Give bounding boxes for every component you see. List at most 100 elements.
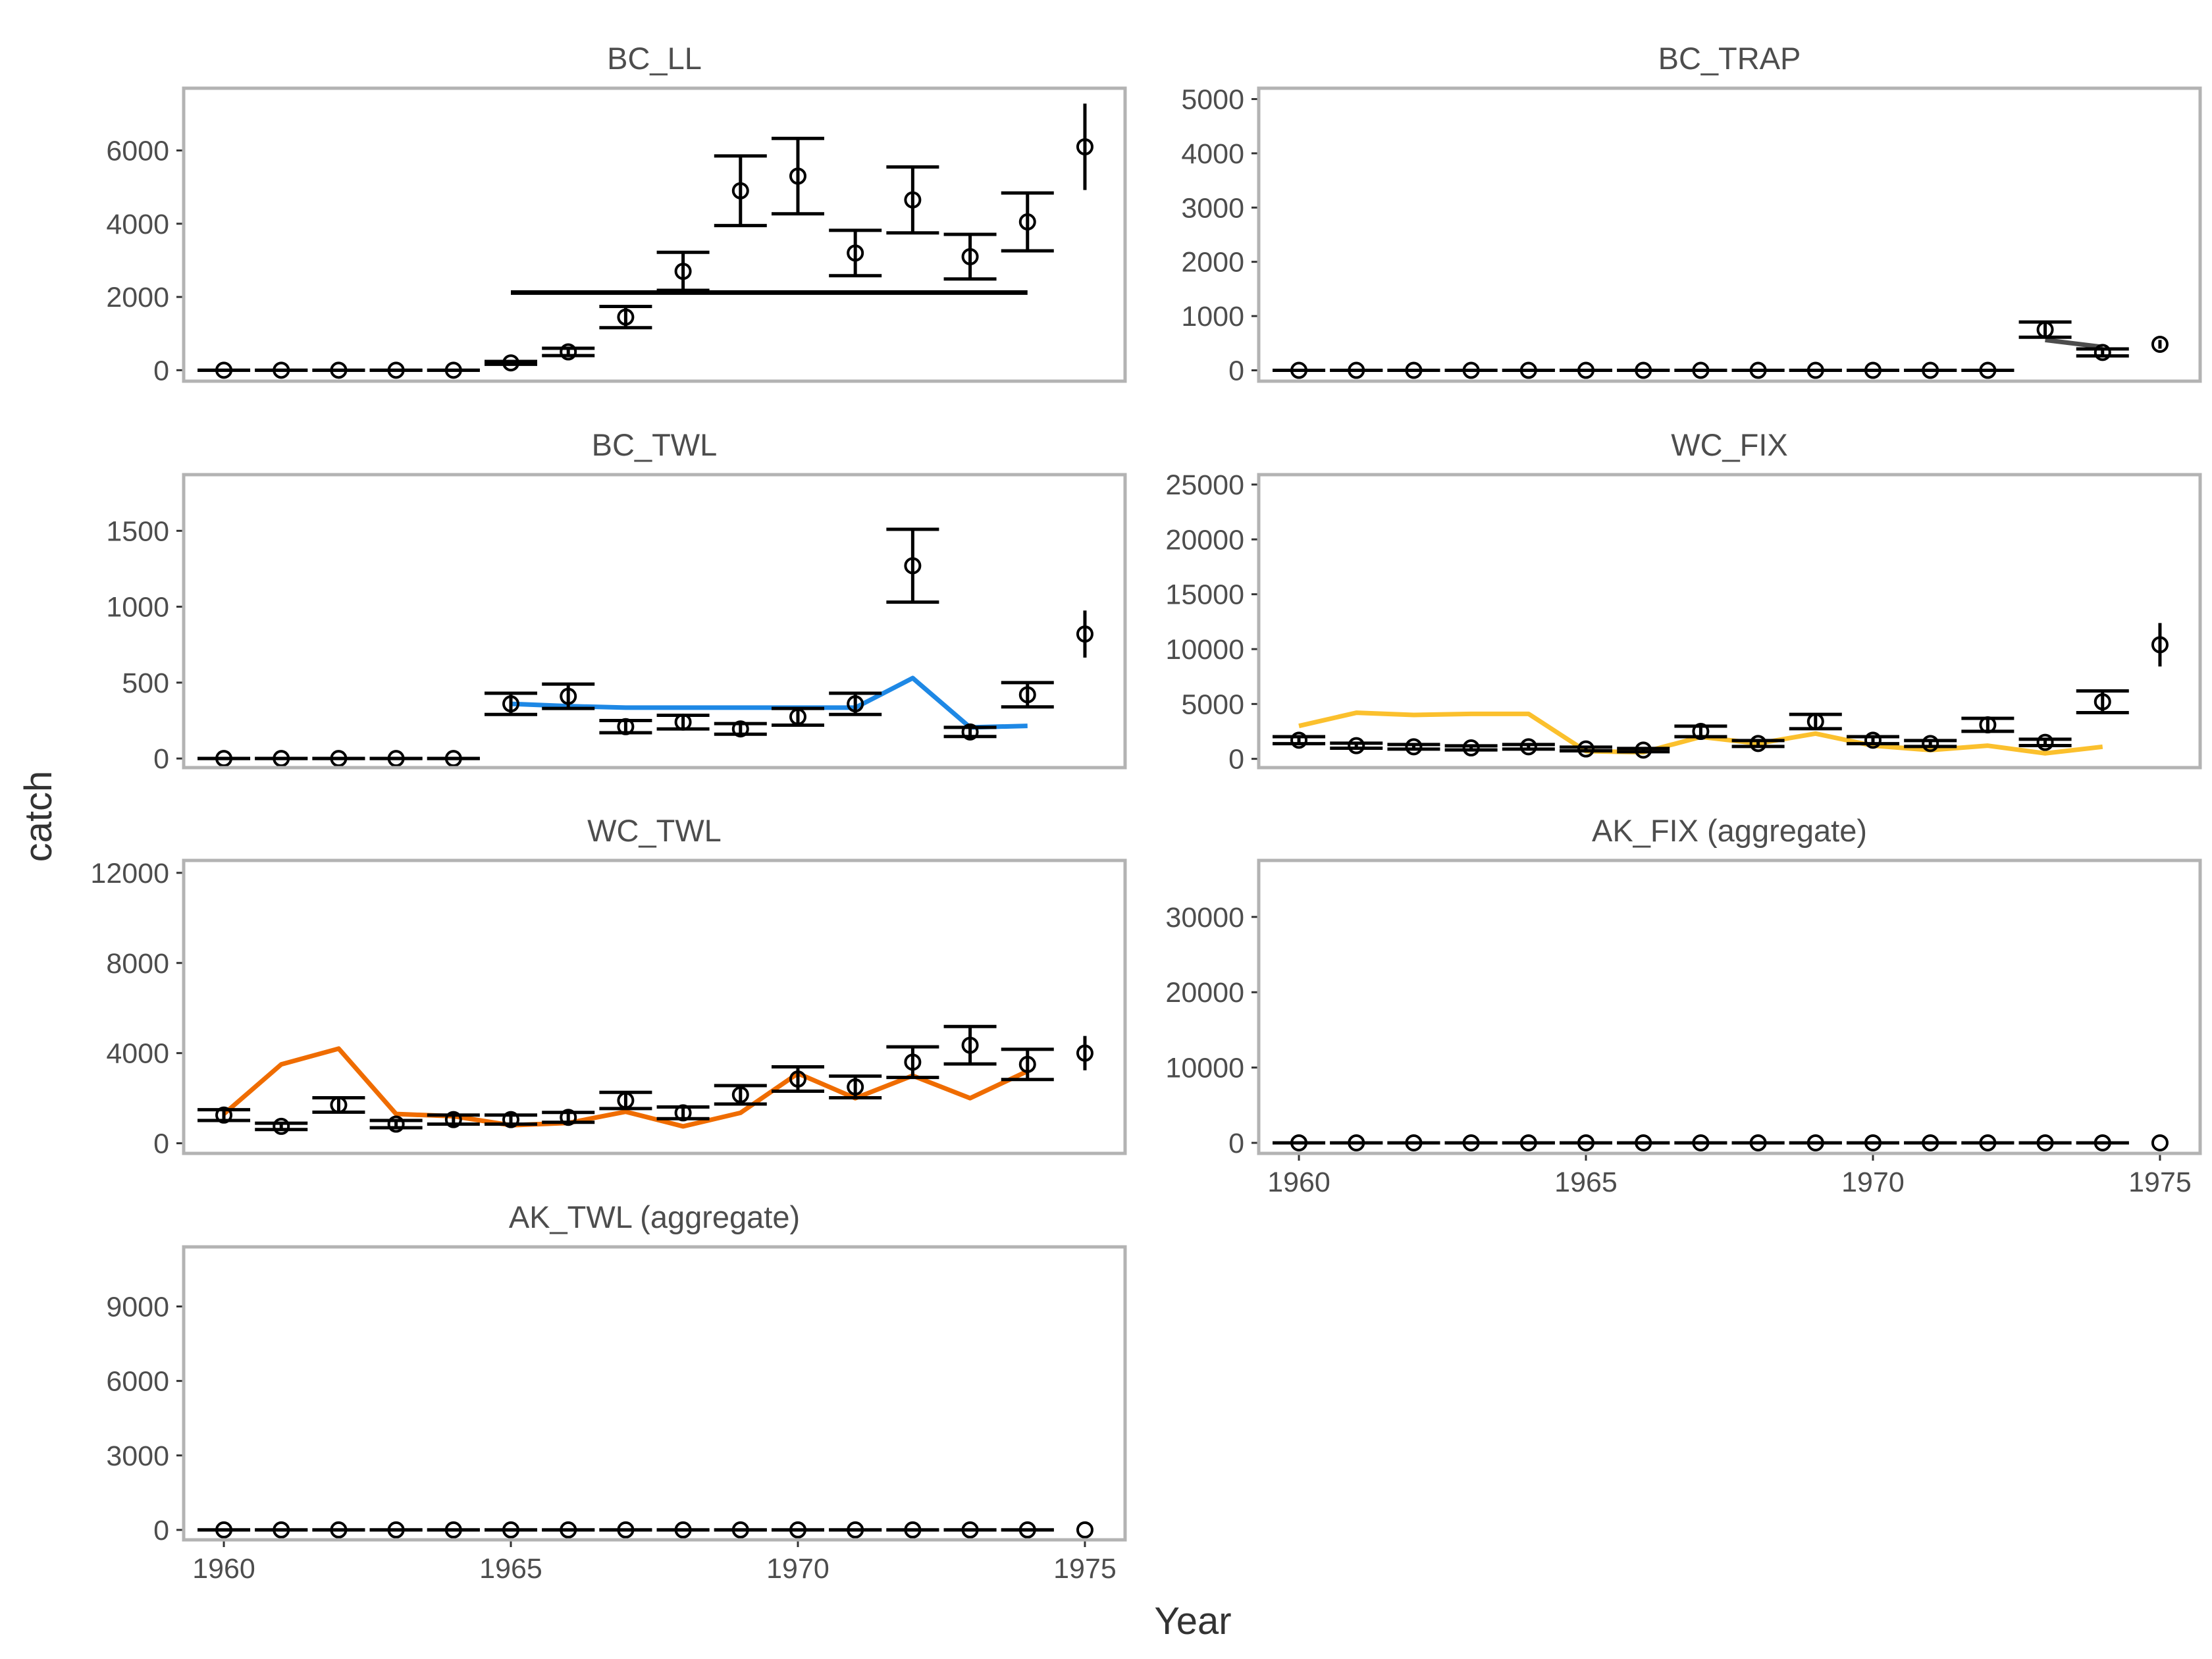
observed-catch-point [1864, 361, 1882, 379]
facet-panel: AK_FIX (aggregate) 0 10000 20000 30000 1960 19… [1165, 813, 2202, 1198]
y-tick-label: 9000 [106, 1292, 169, 1323]
y-tick-label: 0 [153, 743, 169, 775]
observed-catch-point [387, 361, 405, 379]
y-tick-label: 4000 [106, 1038, 169, 1070]
observed-catch-point [847, 1521, 864, 1539]
observed-catch-point [847, 1078, 864, 1096]
observed-catch-point [1076, 1044, 1093, 1062]
panel-title: AK_TWL (aggregate) [509, 1199, 800, 1234]
panel-border [182, 1245, 1127, 1542]
observed-catch-point [2036, 733, 2054, 751]
observed-catch-point [1577, 740, 1595, 758]
observed-catch-point [961, 723, 979, 741]
facet-panel: BC_TRAP 0 1000 2000 3000 4000 5000 [1181, 41, 2202, 387]
observed-catch-point [330, 1096, 348, 1114]
observed-catch-point [1462, 361, 1480, 379]
panels: BC_LL 0 2000 4000 6000 BC_TRAP 0 1000 2000 3000 40… [90, 41, 2202, 1585]
panel-title: AK_FIX (aggregate) [1592, 813, 1867, 848]
observed-catch-point [1405, 361, 1423, 379]
y-tick-label: 1500 [106, 515, 169, 547]
observed-catch-point [1290, 731, 1308, 749]
observed-catch-point [847, 244, 864, 262]
panel-border [1257, 86, 2202, 383]
observed-catch-point [215, 361, 233, 379]
observed-catch-point [2094, 693, 2111, 710]
observed-catch-point [1405, 1134, 1423, 1151]
observed-catch-point [1018, 1055, 1036, 1073]
y-tick-label: 2000 [1181, 247, 1244, 278]
observed-catch-point [1806, 361, 1824, 379]
x-tick-label: 1970 [766, 1553, 830, 1585]
observed-catch-point [1348, 737, 1365, 754]
observed-catch-point [1462, 739, 1480, 756]
facet-panel: BC_TWL 0 500 1000 1500 [106, 427, 1127, 775]
observed-catch-point [1348, 361, 1365, 379]
y-tick-label: 0 [1228, 1128, 1244, 1159]
observed-catch-point [1864, 1134, 1882, 1151]
facet-panel: AK_TWL (aggregate) 0 3000 6000 9000 1960 1965 1… [106, 1199, 1127, 1585]
observed-catch-point [1922, 361, 1939, 379]
observed-catch-point [560, 1109, 577, 1126]
observed-catch-point [731, 1086, 749, 1103]
observed-catch-point [731, 1521, 749, 1539]
y-tick-label: 6000 [106, 1366, 169, 1398]
panel-border [182, 858, 1127, 1155]
observed-catch-point [502, 1111, 520, 1128]
observed-catch-point [1979, 716, 1997, 733]
y-axis-title: catch [17, 771, 60, 862]
x-tick-label: 1975 [2128, 1167, 2192, 1198]
y-tick-label: 0 [1228, 356, 1244, 387]
observed-catch-point [617, 1521, 635, 1539]
observed-catch-point [1290, 361, 1308, 379]
panel-border [1257, 473, 2202, 770]
observed-catch-point [1577, 361, 1595, 379]
facet-panel: BC_LL 0 2000 4000 6000 [106, 41, 1127, 386]
observed-catch-point [444, 1521, 462, 1539]
y-tick-label: 6000 [106, 136, 169, 167]
facet-panel: WC_TWL 0 4000 8000 12000 [90, 813, 1127, 1160]
observed-catch-point [2151, 636, 2169, 654]
observed-catch-point [2094, 1134, 2111, 1151]
observed-catch-point [1076, 1521, 1093, 1539]
observed-catch-point [1290, 1134, 1308, 1151]
observed-catch-point [502, 695, 520, 713]
observed-catch-point [1692, 361, 1710, 379]
observed-catch-point [961, 248, 979, 265]
y-tick-label: 20000 [1165, 524, 1244, 556]
observed-catch-point [1018, 686, 1036, 704]
fitted-catch-line [2045, 337, 2103, 350]
observed-catch-point [1635, 361, 1652, 379]
observed-catch-point [617, 1092, 635, 1109]
observed-catch-point [1979, 1134, 1997, 1151]
y-tick-label: 10000 [1165, 634, 1244, 666]
panel-title: WC_TWL [587, 813, 722, 848]
y-tick-label: 10000 [1165, 1053, 1244, 1084]
observed-catch-point [387, 1521, 405, 1539]
observed-catch-point [674, 713, 692, 731]
observed-catch-point [560, 1521, 577, 1539]
observed-catch-point [1462, 1134, 1480, 1151]
y-tick-label: 1000 [106, 592, 169, 623]
observed-catch-point [560, 687, 577, 705]
observed-catch-point [731, 182, 749, 199]
observed-catch-point [617, 718, 635, 735]
y-tick-label: 8000 [106, 948, 169, 980]
observed-catch-point [215, 1521, 233, 1539]
y-tick-label: 1000 [1181, 301, 1244, 332]
observed-catch-point [387, 750, 405, 768]
observed-catch-point [1749, 735, 1767, 752]
x-tick-label: 1960 [192, 1553, 255, 1585]
observed-catch-point [1979, 361, 1997, 379]
observed-catch-point [1577, 1134, 1595, 1151]
x-tick-label: 1970 [1841, 1167, 1905, 1198]
y-tick-label: 4000 [106, 209, 169, 240]
observed-catch-point [273, 1521, 290, 1539]
observed-catch-point [1348, 1134, 1365, 1151]
observed-catch-point [674, 1521, 692, 1539]
observed-catch-point [674, 263, 692, 280]
observed-catch-point [2036, 321, 2054, 338]
panel-border [182, 86, 1127, 383]
y-tick-label: 2000 [106, 282, 169, 313]
observed-catch-point [789, 1521, 806, 1539]
